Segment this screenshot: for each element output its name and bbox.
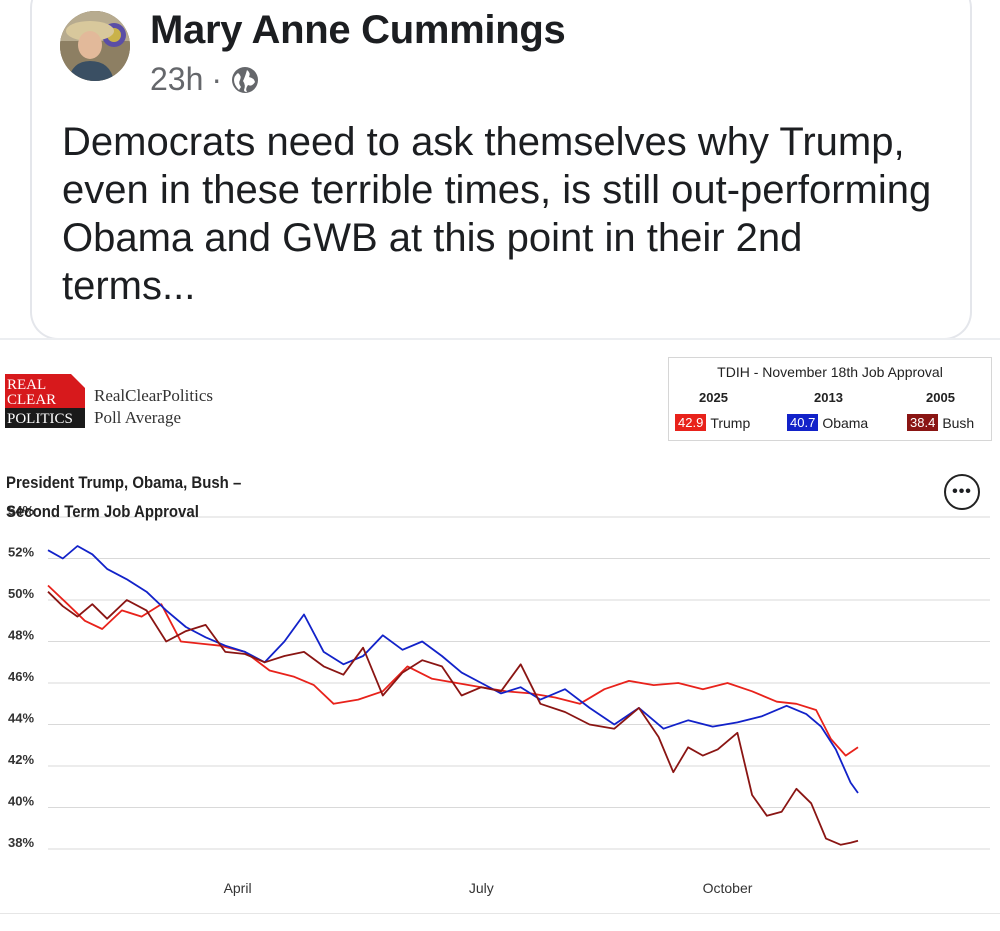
tdih-obama: 40.7 Obama xyxy=(787,414,868,431)
y-tick-label-54: 54% xyxy=(8,503,34,518)
series-line-obama xyxy=(47,545,859,794)
y-tick-label-52: 52% xyxy=(8,545,34,560)
y-tick-label-38: 38% xyxy=(8,835,34,850)
tdih-box: TDIH - November 18th Job Approval 2025 2… xyxy=(668,357,992,441)
chart-title: President Trump, Obama, Bush – Second Te… xyxy=(6,473,242,521)
rcp-name-block: RealClearPolitics Poll Average xyxy=(94,385,213,429)
tdih-obama-value: 40.7 xyxy=(787,414,819,431)
bottom-divider xyxy=(0,913,1000,914)
tdih-year-bush: 2005 xyxy=(926,390,955,405)
avatar[interactable] xyxy=(60,11,130,81)
tdih-bush-value: 38.4 xyxy=(907,414,939,431)
divider xyxy=(0,338,1000,340)
tdih-trump: 42.9 Trump xyxy=(675,414,750,431)
rcp-logo: REAL CLEAR POLITICS xyxy=(5,374,85,428)
rcp-logo-line-1: REAL xyxy=(7,377,46,393)
series-line-trump xyxy=(47,584,859,757)
tdih-year-trump: 2025 xyxy=(699,390,728,405)
tdih-obama-name: Obama xyxy=(822,414,869,431)
rcp-logo-line-3: POLITICS xyxy=(7,411,73,427)
y-tick-label-48: 48% xyxy=(8,628,34,643)
y-tick-label-42: 42% xyxy=(8,752,34,767)
post-text: Democrats need to ask themselves why Tru… xyxy=(62,120,932,308)
avatar-photo xyxy=(60,11,130,81)
y-tick-label-40: 40% xyxy=(8,794,34,809)
x-tick-label-october: October xyxy=(703,880,753,896)
tdih-bush: 38.4 Bush xyxy=(907,414,974,431)
tdih-year-obama: 2013 xyxy=(814,390,843,405)
post-time[interactable]: 23h xyxy=(150,61,204,97)
post-meta: 23h · xyxy=(150,61,260,98)
y-tick-label-44: 44% xyxy=(8,711,34,726)
y-tick-label-50: 50% xyxy=(8,586,34,601)
author-name[interactable]: Mary Anne Cummings xyxy=(150,8,566,52)
tdih-trump-name: Trump xyxy=(710,414,751,431)
tdih-title: TDIH - November 18th Job Approval xyxy=(717,364,943,380)
tdih-trump-value: 42.9 xyxy=(675,414,707,431)
x-tick-label-july: July xyxy=(469,880,494,896)
meta-separator: · xyxy=(211,61,223,97)
y-tick-label-46: 46% xyxy=(8,669,34,684)
x-tick-label-april: April xyxy=(224,880,252,896)
series-line-bush xyxy=(47,591,859,846)
globe-icon xyxy=(232,66,259,93)
tdih-bush-name: Bush xyxy=(942,414,975,431)
rcp-name: RealClearPolitics xyxy=(94,386,213,405)
more-options-button[interactable]: ••• xyxy=(944,474,980,510)
rcp-logo-line-2: CLEAR xyxy=(7,392,56,408)
rcp-subtitle: Poll Average xyxy=(94,408,182,427)
